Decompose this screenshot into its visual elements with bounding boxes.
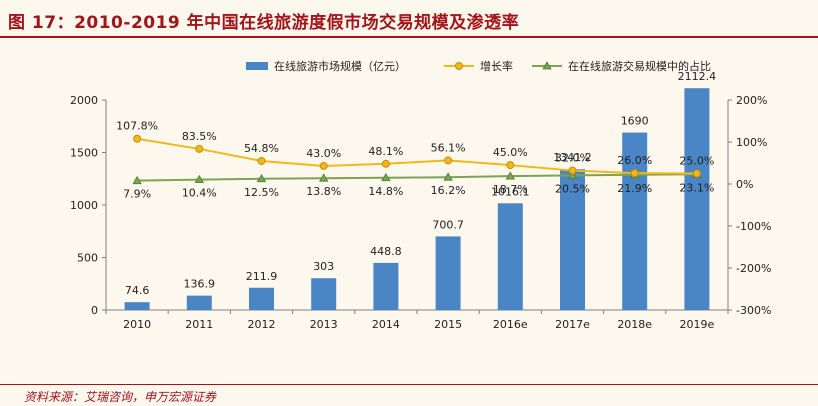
x-tick-label: 2011 xyxy=(185,318,213,331)
line-data-labels: 7.9% 10.4% 12.5% 13.8% 14.8% 16.2% 18.7% 20.5% 2… xyxy=(116,120,714,201)
growth-point xyxy=(133,134,142,143)
bar xyxy=(622,132,648,310)
growth-point xyxy=(444,156,453,165)
line-series xyxy=(132,134,702,185)
bar-value-label: 211.9 xyxy=(246,270,278,283)
legend: 在线旅游市场规模（亿元） 增长率 在在线旅游交易规模中的占比 xyxy=(246,59,711,73)
growth-value-label: 48.1% xyxy=(368,145,403,158)
x-tick-label: 2014 xyxy=(372,318,400,331)
share-point xyxy=(567,170,578,179)
share-point xyxy=(443,172,453,181)
x-tick-label: 2013 xyxy=(310,318,338,331)
share-point xyxy=(505,171,515,180)
x-tick-label: 2019e xyxy=(680,318,715,331)
growth-point xyxy=(568,166,577,175)
legend-label-bar: 在线旅游市场规模（亿元） xyxy=(274,59,406,73)
share-value-label: 16.2% xyxy=(431,184,466,197)
bar xyxy=(435,236,461,310)
share-point xyxy=(381,172,391,182)
share-point xyxy=(132,175,142,185)
share-point xyxy=(319,173,329,182)
y-right-tick-label: -100% xyxy=(736,220,771,233)
share-value-label: 14.8% xyxy=(368,185,403,198)
bar-value-label: 303 xyxy=(313,260,334,273)
legend-label-growth: 增长率 xyxy=(480,59,513,73)
y-right-tick-label: -200% xyxy=(736,262,771,275)
y-left-tick-label: 0 xyxy=(91,304,98,317)
bar xyxy=(684,88,710,310)
share-value-label: 21.9% xyxy=(617,182,652,195)
share-value-label: 12.5% xyxy=(244,186,279,199)
growth-value-label: 83.5% xyxy=(182,130,217,143)
bar-value-label: 1341.2 xyxy=(553,151,592,164)
share-value-label: 13.8% xyxy=(306,185,341,198)
y-right-tick-label: -300% xyxy=(736,304,771,317)
x-tick-label: 2018e xyxy=(617,318,652,331)
bar-value-label: 74.6 xyxy=(125,284,150,297)
x-tick-label: 2016e xyxy=(493,318,528,331)
bar xyxy=(560,169,585,310)
y-left-tick-label: 2000 xyxy=(70,94,98,107)
growth-value-label: 56.1% xyxy=(431,141,466,154)
growth-point xyxy=(195,144,204,153)
y-right-tick-label: 0% xyxy=(736,178,753,191)
bar xyxy=(497,203,523,310)
axes: 0 500 1000 1500 2000 -300% -200% -100% 0% 100% 200… xyxy=(70,94,771,331)
share-value-label: 23.1% xyxy=(679,181,714,194)
share-point xyxy=(256,173,267,183)
bar-series xyxy=(124,88,710,310)
growth-value-label: 26.0% xyxy=(617,154,652,167)
legend-label-share: 在在线旅游交易规模中的占比 xyxy=(568,59,711,73)
share-value-label: 18.7% xyxy=(493,183,528,196)
growth-point xyxy=(506,161,515,170)
source-note: 资料来源：艾瑞咨询，申万宏源证券 xyxy=(24,390,217,404)
footer-divider xyxy=(0,384,818,385)
growth-point xyxy=(692,169,701,178)
growth-point xyxy=(630,169,639,178)
x-tick-label: 2015 xyxy=(434,318,462,331)
growth-value-label: 32.0% xyxy=(555,152,590,165)
y-left-tick-label: 1500 xyxy=(70,147,98,160)
share-value-label: 7.9% xyxy=(123,188,151,201)
y-right-tick-label: 100% xyxy=(736,136,767,149)
chart: 在线旅游市场规模（亿元） 增长率 在在线旅游交易规模中的占比 0 500 1000 1… xyxy=(70,59,771,331)
y-left-tick-label: 1000 xyxy=(70,199,98,212)
growth-value-label: 107.8% xyxy=(116,120,158,133)
growth-point xyxy=(319,161,328,170)
bar-value-label: 448.8 xyxy=(370,245,402,258)
figure-title: 图 17：2010-2019 年中国在线旅游度假市场交易规模及渗透率 xyxy=(8,13,520,33)
share-value-label: 10.4% xyxy=(182,187,217,200)
growth-value-label: 54.8% xyxy=(244,142,279,155)
share-line xyxy=(137,173,697,182)
x-tick-label: 2012 xyxy=(248,318,276,331)
growth-line xyxy=(136,137,697,175)
growth-value-label: 45.0% xyxy=(493,146,528,159)
bar xyxy=(124,302,150,310)
bar-value-label: 136.9 xyxy=(184,278,216,291)
bar-value-label: 1690 xyxy=(621,115,649,128)
growth-value-label: 43.0% xyxy=(306,147,341,160)
bar-value-label: 700.7 xyxy=(432,218,464,231)
bar xyxy=(186,295,212,310)
bar-value-label: 2112.4 xyxy=(678,70,717,83)
growth-point xyxy=(381,159,390,168)
bar xyxy=(311,278,337,310)
bar-data-labels: 74.6 136.9 211.9 303 448.8 700.7 1016.1 1341.2 1… xyxy=(125,70,716,297)
y-left-tick-label: 500 xyxy=(77,252,98,265)
share-point xyxy=(194,174,204,184)
share-value-label: 20.5% xyxy=(555,182,590,195)
bar xyxy=(249,287,274,310)
bar xyxy=(373,262,399,310)
growth-value-label: 25.0% xyxy=(679,155,714,168)
x-tick-label: 2010 xyxy=(123,318,151,331)
x-tick-label: 2017e xyxy=(555,318,590,331)
bar-value-label: 1016.1 xyxy=(491,185,530,198)
legend-swatch-growth-marker xyxy=(455,62,463,70)
growth-point xyxy=(257,156,266,165)
title-divider xyxy=(0,36,818,38)
legend-swatch-bar xyxy=(246,62,268,70)
y-right-tick-label: 200% xyxy=(736,94,767,107)
legend-swatch-share-marker xyxy=(542,61,552,70)
